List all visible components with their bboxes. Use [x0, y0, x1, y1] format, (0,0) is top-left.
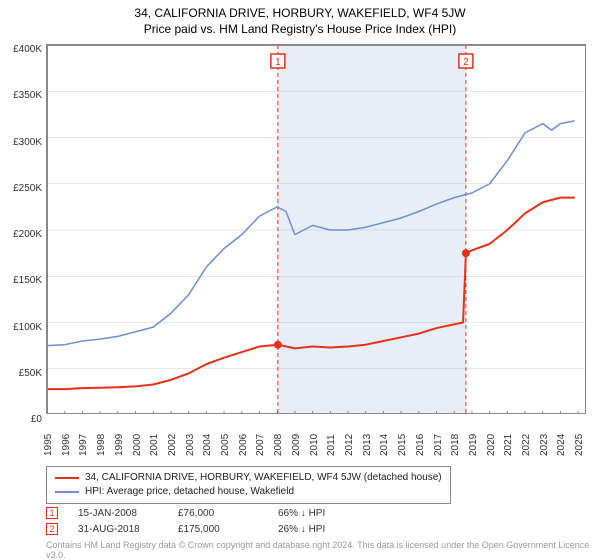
y-tick-label: £400K	[2, 44, 42, 55]
annotation-date: 15-JAN-2008	[78, 508, 158, 519]
chart-container: 34, CALIFORNIA DRIVE, HORBURY, WAKEFIELD…	[0, 0, 600, 414]
x-tick-label: 2019	[468, 434, 479, 456]
annotation-date: 31-AUG-2018	[78, 524, 158, 535]
annotation-marker: 1	[46, 507, 58, 519]
legend-label: HPI: Average price, detached house, Wake…	[85, 485, 294, 499]
x-tick-label: 2002	[167, 434, 178, 456]
y-tick-label: £250K	[2, 183, 42, 194]
x-tick-label: 2013	[362, 434, 373, 456]
legend-label: 34, CALIFORNIA DRIVE, HORBURY, WAKEFIELD…	[85, 471, 442, 485]
legend: 34, CALIFORNIA DRIVE, HORBURY, WAKEFIELD…	[46, 466, 451, 504]
legend-swatch	[55, 491, 79, 493]
annotation-row: 1 15-JAN-2008 £76,000 66% ↓ HPI	[46, 505, 358, 521]
legend-swatch	[55, 477, 79, 479]
y-tick-label: £150K	[2, 275, 42, 286]
annotation-price: £76,000	[178, 508, 258, 519]
title-address: 34, CALIFORNIA DRIVE, HORBURY, WAKEFIELD…	[0, 6, 600, 20]
x-tick-label: 2009	[291, 434, 302, 456]
annotation-marker: 2	[46, 523, 58, 535]
x-axis-labels: 1995 1996 1997 1998 1999 2000 2001 2002 2003 2004…	[46, 428, 586, 468]
x-tick-label: 2016	[415, 434, 426, 456]
x-tick-label: 2008	[273, 434, 284, 456]
plot-svg: 12	[46, 44, 586, 414]
x-tick-label: 2011	[326, 434, 337, 456]
y-tick-label: £300K	[2, 137, 42, 148]
titles: 34, CALIFORNIA DRIVE, HORBURY, WAKEFIELD…	[0, 0, 600, 36]
y-tick-label: £50K	[2, 368, 42, 379]
x-tick-label: 2015	[397, 434, 408, 456]
x-tick-label: 2001	[149, 434, 160, 456]
x-tick-label: 2014	[379, 434, 390, 456]
x-tick-label: 1995	[43, 434, 54, 456]
svg-text:1: 1	[275, 57, 281, 68]
x-tick-label: 2007	[255, 434, 266, 456]
x-tick-label: 2018	[450, 434, 461, 456]
legend-item: 34, CALIFORNIA DRIVE, HORBURY, WAKEFIELD…	[55, 471, 442, 485]
x-tick-label: 2020	[486, 434, 497, 456]
title-subtitle: Price paid vs. HM Land Registry's House …	[0, 22, 600, 36]
annotation-price: £175,000	[178, 524, 258, 535]
y-tick-label: £100K	[2, 322, 42, 333]
legend-item: HPI: Average price, detached house, Wake…	[55, 485, 442, 499]
x-tick-label: 2010	[309, 434, 320, 456]
x-tick-label: 2022	[521, 434, 532, 456]
x-tick-label: 1997	[78, 434, 89, 456]
x-tick-label: 2024	[556, 434, 567, 456]
x-tick-label: 2005	[220, 434, 231, 456]
x-tick-label: 2017	[433, 434, 444, 456]
y-tick-label: £200K	[2, 229, 42, 240]
y-tick-label: £350K	[2, 90, 42, 101]
y-tick-label: £0	[2, 414, 42, 425]
x-tick-label: 2006	[238, 434, 249, 456]
x-tick-label: 2004	[202, 434, 213, 456]
annotation-row: 2 31-AUG-2018 £175,000 26% ↓ HPI	[46, 521, 358, 537]
x-tick-label: 2012	[344, 434, 355, 456]
chart-area: 12	[46, 44, 586, 414]
x-tick-label: 2021	[503, 434, 514, 456]
x-tick-label: 1999	[114, 434, 125, 456]
x-tick-label: 2025	[574, 434, 585, 456]
x-tick-label: 2023	[539, 434, 550, 456]
x-tick-label: 2000	[132, 434, 143, 456]
annotation-relation: 26% ↓ HPI	[278, 524, 358, 535]
annotation-relation: 66% ↓ HPI	[278, 508, 358, 519]
x-tick-label: 1996	[61, 434, 72, 456]
footer-note: Contains HM Land Registry data © Crown c…	[46, 540, 600, 560]
svg-text:2: 2	[463, 57, 469, 68]
annotation-table: 1 15-JAN-2008 £76,000 66% ↓ HPI 2 31-AUG-2018…	[46, 505, 358, 537]
x-tick-label: 1998	[96, 434, 107, 456]
x-tick-label: 2003	[185, 434, 196, 456]
